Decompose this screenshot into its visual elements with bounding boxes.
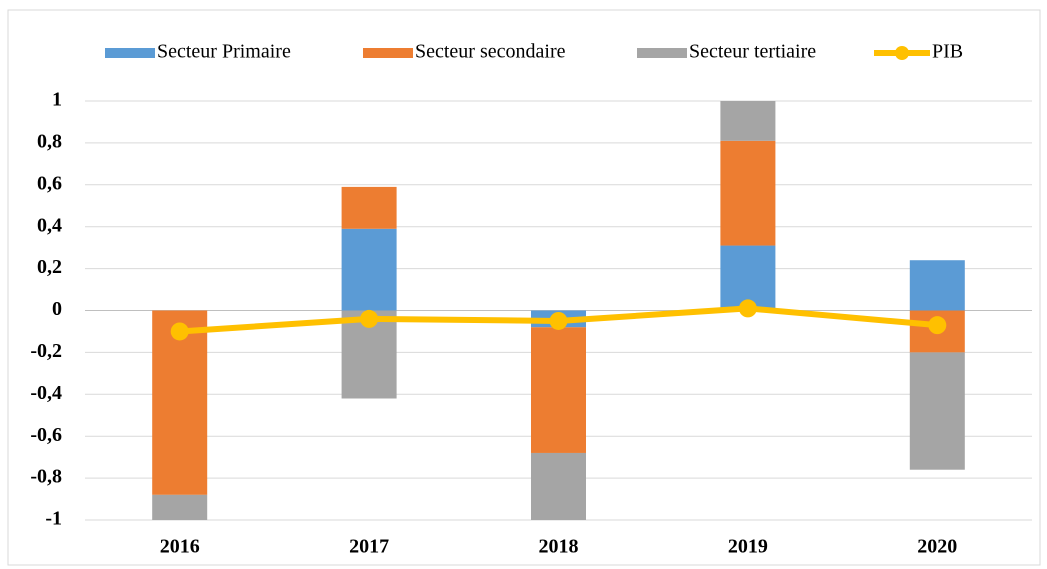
x-tick-label: 2020 bbox=[917, 536, 957, 558]
lines bbox=[170, 299, 947, 341]
bar bbox=[531, 452, 586, 520]
labels: -1 -0,8 -0,6 -0,4 -0,2 0 0,2 0,4 0,6 0,8 1 2016 2017… bbox=[30, 41, 963, 558]
x-tick-label: 2017 bbox=[349, 536, 389, 558]
y-tick-label: -0,8 bbox=[30, 466, 62, 488]
y-tick-label: 0,2 bbox=[37, 256, 62, 278]
y-tick-label: 0 bbox=[52, 298, 62, 320]
y-tick-label: -0,4 bbox=[30, 382, 62, 404]
legend-swatch-marker bbox=[895, 46, 909, 60]
legend-swatch bbox=[105, 48, 155, 58]
legend-swatch bbox=[637, 48, 687, 58]
line-marker bbox=[549, 311, 568, 330]
x-tick-label: 2018 bbox=[539, 536, 579, 558]
bar bbox=[909, 260, 965, 311]
bar bbox=[720, 140, 776, 246]
bar bbox=[909, 352, 965, 470]
y-tick-label: 0,4 bbox=[37, 214, 62, 236]
grid bbox=[85, 100, 1032, 521]
bar bbox=[341, 186, 397, 229]
bar bbox=[531, 327, 586, 453]
y-tick-label: 1 bbox=[52, 89, 62, 111]
legend-label: Secteur secondaire bbox=[415, 41, 566, 63]
y-tick-label: 0,6 bbox=[37, 172, 62, 194]
y-tick-label: 0,8 bbox=[37, 130, 62, 152]
x-tick-label: 2019 bbox=[728, 536, 768, 558]
line-marker bbox=[928, 316, 947, 335]
legend-label: Secteur Primaire bbox=[157, 41, 291, 63]
bars bbox=[152, 101, 965, 520]
bar bbox=[152, 310, 208, 495]
y-tick-label: -1 bbox=[45, 508, 62, 530]
legend-label: Secteur tertiaire bbox=[689, 41, 816, 63]
y-tick-label: -0,2 bbox=[30, 340, 62, 362]
bar bbox=[152, 494, 208, 520]
y-tick-label: -0,6 bbox=[30, 424, 62, 446]
line-marker bbox=[738, 299, 757, 318]
x-tick-label: 2016 bbox=[160, 536, 200, 558]
bar bbox=[341, 228, 397, 311]
line-marker bbox=[360, 309, 379, 328]
bar bbox=[720, 101, 776, 141]
legend-label: PIB bbox=[932, 41, 963, 63]
line-marker bbox=[170, 322, 189, 341]
legend-swatch bbox=[363, 48, 413, 58]
